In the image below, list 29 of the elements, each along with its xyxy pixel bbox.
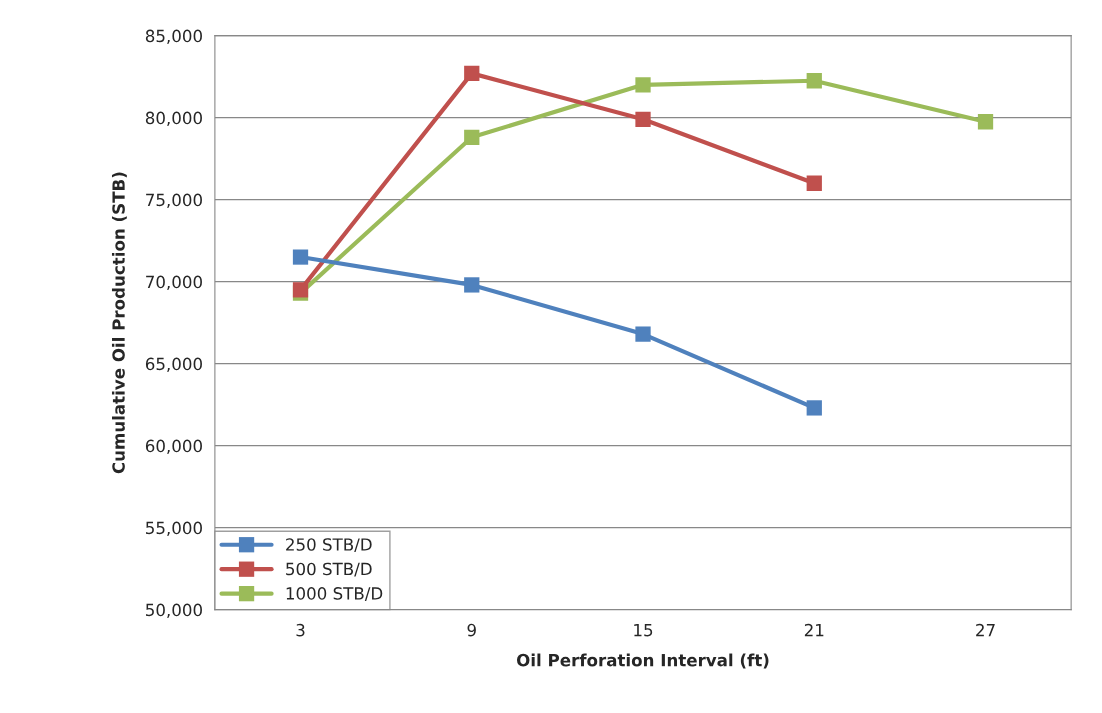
y-tick-label: 65,000 <box>145 357 202 372</box>
y-tick-label: 80,000 <box>145 111 202 126</box>
point <box>977 114 994 130</box>
y-tick-label: 50,000 <box>146 603 202 618</box>
point <box>806 73 822 89</box>
point <box>635 77 651 93</box>
y-tick-label: 75,000 <box>146 193 202 208</box>
point <box>464 129 480 145</box>
point <box>292 249 309 265</box>
y-axis-title: Cumulative Oil Production (STB) <box>111 172 127 474</box>
legend-label: 500 STB/D <box>286 562 372 577</box>
y-tick-label: 85,000 <box>145 29 202 44</box>
x-tick-label: 9 <box>467 623 476 637</box>
x-axis-title: Oil Perforation Interval (ft) <box>516 653 769 669</box>
y-tick-label: 55,000 <box>146 521 202 536</box>
x-tick-label: 3 <box>296 623 305 637</box>
point <box>635 326 651 342</box>
x-tick-label: 21 <box>804 623 824 637</box>
y-tick-label: 60,000 <box>145 439 202 454</box>
x-tick-label: 15 <box>634 624 653 637</box>
legend-label: 1000 STB/D <box>286 587 383 602</box>
point <box>635 111 651 127</box>
y-tick-label: 70,000 <box>146 275 202 290</box>
legend-label: 250 STB/D <box>286 538 372 553</box>
x-tick-label: 27 <box>976 623 995 637</box>
point <box>464 277 480 293</box>
point <box>464 65 480 82</box>
point <box>806 175 822 191</box>
point <box>806 400 822 416</box>
